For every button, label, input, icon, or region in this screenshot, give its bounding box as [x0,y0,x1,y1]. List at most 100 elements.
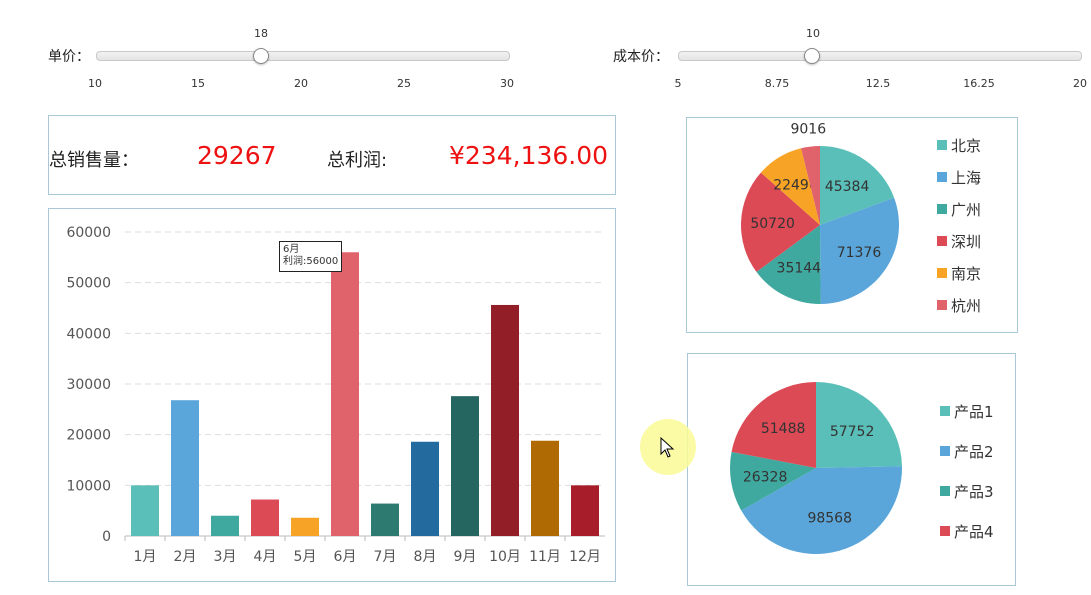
bar [491,304,519,536]
legend-swatch [940,446,950,456]
x-tick-label: 3月 [214,549,237,565]
x-tick-label: 4月 [254,549,277,565]
legend-label: 北京 [951,137,981,155]
total-profit-value: ¥234,136.00 [449,141,609,170]
kpi-panel: 总销售量： 29267 总利润: ¥234,136.00 [48,115,616,195]
cost-tick: 20 [1073,77,1087,90]
legend-swatch [937,172,947,182]
price-slider-label: 单价： [48,49,90,65]
cost-tick: 5 [674,77,682,90]
bar [411,441,439,536]
bar [131,485,159,536]
x-tick-label: 9月 [454,549,477,565]
price-tick: 30 [500,77,514,90]
x-tick-label: 2月 [174,549,197,565]
total-sales-value: 29267 [197,141,277,170]
slice-value-label: 57752 [830,424,875,440]
monthly-profit-bar-chart: 0 10000 20000 30000 40000 50000 60000 1月 2月 3月 4月 5… [66,225,605,565]
slice-value-label: 22496 [773,177,818,193]
y-tick-label: 10000 [66,478,111,494]
slice-value-label: 9016 [790,122,826,138]
product-pie-chart: 57752 98568 26328 51488 产品1 产品2 产品3 产品4 [730,382,994,554]
city-pie-chart-panel: 45384 71376 35144 50720 22496 9016 北京 上海 广州 深圳 南京杭… [686,117,1018,333]
legend-label: 产品3 [954,483,994,501]
y-tick-label: 40000 [66,326,111,342]
x-tick-label: 10月 [489,549,521,565]
cost-slider-value: 10 [806,27,820,40]
x-tick-label: 12月 [569,549,601,565]
total-sales-label: 总销售量： [49,150,139,171]
legend-label: 深圳 [951,233,981,251]
x-tick-label: 7月 [374,549,397,565]
bar [571,485,599,536]
cost-tick: 12.5 [865,77,891,90]
legend-swatch [940,526,950,536]
city-pie-chart: 45384 71376 35144 50720 22496 9016 北京上海广州深圳南京杭… [741,122,981,315]
pie-slice [820,146,895,225]
bar [371,503,399,536]
pie-slice [816,382,902,468]
legend-label: 产品1 [954,403,994,421]
legend-swatch [937,268,947,278]
bar [291,517,319,536]
pie-slice [730,451,816,511]
pie-slice [760,148,820,225]
x-tick-label: 11月 [529,549,561,565]
bar-tooltip: 6月 利润:56000 [279,241,342,272]
bar [451,396,479,536]
pie-slice [741,172,820,272]
y-tick-label: 50000 [66,276,111,292]
price-slider-thumb[interactable] [252,48,269,64]
legend-label: 产品2 [954,443,994,461]
x-tick-label: 5月 [294,549,317,565]
slice-value-label: 50720 [750,216,795,232]
mouse-pointer-icon [660,437,675,458]
pie-slice [820,197,899,304]
legend-label: 产品4 [954,523,994,541]
x-tick-label: 8月 [414,549,437,565]
slice-value-label: 71376 [837,245,882,261]
price-tick: 20 [294,77,308,90]
legend-swatch [940,486,950,496]
bar [211,515,239,536]
price-tick: 15 [191,77,205,90]
pie-slice [741,466,902,554]
product-pie-chart-panel: 57752 98568 26328 51488 产品1 产品2 产品3 产品4 [687,353,1016,586]
cost-slider-track[interactable] [678,51,1082,61]
bar [251,499,279,536]
slice-value-label: 51488 [761,421,806,437]
legend-swatch [937,140,947,150]
cost-tick: 16.25 [963,77,995,90]
total-profit-label: 总利润: [327,150,388,171]
cost-slider-thumb[interactable] [804,48,820,64]
price-tick: 10 [88,77,102,90]
price-slider-track[interactable] [96,51,510,61]
y-tick-label: 60000 [66,225,111,241]
slice-value-label: 45384 [825,179,870,195]
legend-label: 杭州 [951,297,981,315]
pie-slice [731,382,816,468]
price-tick: 25 [397,77,411,90]
y-tick-label: 20000 [66,428,111,444]
tooltip-month: 6月 [283,244,300,255]
legend-swatch [937,204,947,214]
legend-swatch [937,300,947,310]
legend-swatch [937,236,947,246]
y-tick-label: 30000 [66,377,111,393]
tooltip-profit: 利润:56000 [283,256,339,267]
legend-label: 南京 [951,265,981,283]
y-tick-label: 0 [102,529,111,545]
bar [171,400,199,536]
pie-slice [756,225,821,304]
price-slider-value: 18 [254,27,268,40]
legend-swatch [940,406,950,416]
x-tick-label: 1月 [134,549,157,565]
slice-value-label: 98568 [807,511,852,527]
legend-label: 广州 [951,201,981,219]
cost-tick: 8.75 [764,77,790,90]
pie-slice [801,146,820,225]
bar [331,252,359,536]
slice-value-label: 26328 [743,469,788,485]
legend-label: 上海 [951,169,981,187]
x-tick-label: 6月 [334,549,357,565]
